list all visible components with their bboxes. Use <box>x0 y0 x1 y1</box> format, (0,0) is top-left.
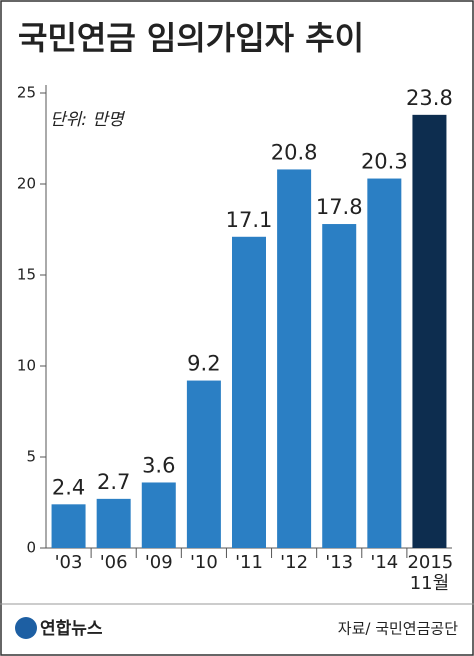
bar <box>51 504 86 548</box>
value-label: 17.8 <box>316 195 363 219</box>
x-tick-label: '11 <box>235 552 263 573</box>
logo-text: 연합뉴스 <box>40 618 103 639</box>
chart-title: 국민연금 임의가입자 추이 <box>18 19 364 57</box>
logo-icon <box>15 617 37 639</box>
value-label: 23.8 <box>406 86 453 110</box>
value-label: 20.3 <box>361 150 408 174</box>
y-tick-label: 20 <box>17 175 36 193</box>
bar <box>367 178 402 549</box>
x-tick-label: '14 <box>370 552 399 573</box>
bar <box>232 236 266 548</box>
bar <box>96 498 131 548</box>
y-tick-label: 15 <box>17 266 36 284</box>
x-tick-label: '06 <box>99 552 128 573</box>
value-label: 2.7 <box>97 470 130 494</box>
value-label: 17.1 <box>226 208 273 232</box>
x-tick-label: '12 <box>280 552 309 573</box>
x-tick-label: '09 <box>144 552 173 573</box>
y-tick-label: 10 <box>17 357 36 375</box>
value-label: 2.4 <box>52 475 85 499</box>
value-label: 20.8 <box>271 140 318 164</box>
unit-label: 단위: 만명 <box>50 110 126 130</box>
x-tick-label: '10 <box>189 552 218 573</box>
bar <box>141 482 176 548</box>
x-tick-label: '03 <box>54 552 83 573</box>
bar <box>322 224 357 549</box>
value-label: 3.6 <box>142 453 175 477</box>
x-tick-label: 2015 11월 <box>407 552 454 594</box>
y-tick-label: 25 <box>17 84 36 102</box>
bar <box>412 114 447 548</box>
bar <box>186 380 221 548</box>
bar <box>277 169 312 548</box>
source: 자료/ 국민연금공단 <box>338 620 458 638</box>
value-label: 9.2 <box>187 352 220 376</box>
y-tick-label: 0 <box>26 539 36 557</box>
x-tick-label: '13 <box>325 552 354 573</box>
y-tick-label: 5 <box>26 448 36 466</box>
